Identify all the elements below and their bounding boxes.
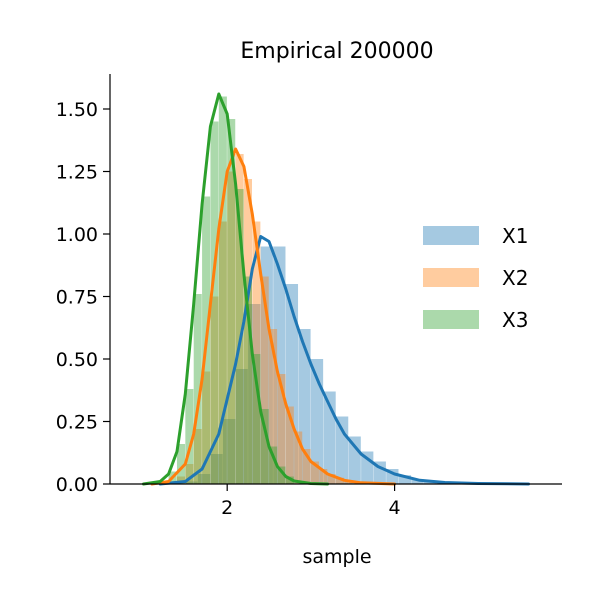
y-tick-label: 1.25 (56, 162, 98, 184)
hist-bar (218, 96, 227, 484)
hist-bar (210, 454, 223, 484)
hist-bar (252, 354, 261, 484)
hist-bar (252, 221, 261, 484)
y-tick-label: 0.00 (56, 474, 98, 496)
hist-bar (277, 466, 286, 484)
hist-bar (269, 329, 278, 484)
hist-bar (294, 431, 303, 484)
hist-bar (310, 359, 324, 484)
y-axis-ticks: 0.00 0.25 0.50 0.75 1.00 1.25 1.50 (56, 99, 110, 496)
x-tick-label: 2 (221, 497, 233, 519)
legend-swatch-X1 (423, 226, 479, 245)
kde-line-X2 (150, 147, 397, 486)
hist-bar (260, 276, 269, 484)
hist-bar (185, 481, 198, 484)
hist-bar (243, 276, 252, 484)
x-axis-label: sample (302, 546, 371, 568)
hist-bar (411, 479, 424, 484)
hist-bar (193, 294, 202, 484)
hist-bar (197, 474, 211, 484)
hist-bar (235, 154, 244, 484)
hist-bar (227, 171, 236, 484)
hist-bar (210, 296, 219, 484)
hist-bar (327, 474, 336, 484)
hist-bar (243, 179, 252, 484)
plot-area (142, 92, 530, 486)
y-tick-label: 0.50 (56, 349, 98, 371)
hist-bar (285, 406, 294, 484)
hist-X2 (168, 154, 353, 484)
hist-bar (348, 436, 361, 484)
y-tick-label: 0.75 (56, 287, 98, 309)
legend: X1 X2 X3 (423, 224, 528, 332)
hist-bar (185, 389, 194, 484)
hist-bar (273, 246, 286, 484)
y-tick-label: 0.25 (56, 412, 98, 434)
hist-bar (223, 419, 236, 484)
hist-bar (210, 121, 219, 484)
hist-bar (269, 446, 278, 484)
hist-bar (218, 221, 227, 484)
legend-label-X3: X3 (502, 308, 528, 332)
kde-line-X1 (158, 235, 530, 486)
hist-bar (185, 464, 194, 484)
y-tick-label: 1.50 (56, 99, 98, 121)
hist-bar (398, 475, 412, 484)
hist-bar (336, 477, 345, 484)
hist-bar (235, 369, 248, 484)
hist-bar (310, 461, 319, 484)
legend-label-X2: X2 (502, 266, 528, 290)
hist-bar (193, 429, 202, 484)
x-tick-label: 4 (389, 497, 401, 519)
hist-bar (176, 476, 186, 484)
kde-line-X3 (142, 92, 330, 486)
hist-bar (319, 469, 328, 484)
legend-label-X1: X1 (502, 224, 528, 248)
hist-bar (176, 444, 186, 484)
hist-bar (336, 416, 349, 484)
hist-bar (277, 374, 286, 484)
hist-bar (260, 409, 269, 484)
y-tick-label: 1.00 (56, 224, 98, 246)
chart-title: Empirical 200000 (240, 39, 433, 64)
hist-bar (227, 119, 236, 484)
hist-bar (202, 371, 211, 484)
hist-bar (302, 449, 311, 484)
legend-swatch-X2 (423, 268, 479, 287)
legend-swatch-X3 (423, 310, 479, 329)
